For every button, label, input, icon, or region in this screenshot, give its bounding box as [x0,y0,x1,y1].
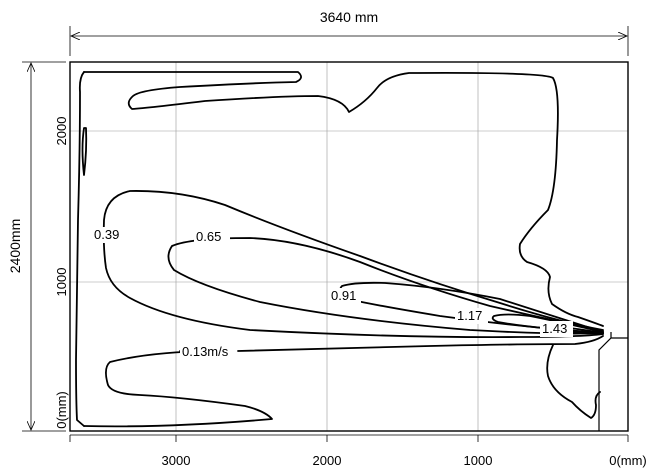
contour-0-13-jet [237,335,604,352]
y-tick-label: 0(mm) [54,391,69,429]
y-tick-label: 1000 [54,268,69,297]
contour-label: 0.39 [94,227,119,242]
height-label: 2400mm [7,219,23,273]
contour-label: 0.13m/s [182,344,229,359]
y-tick-label: 2000 [54,117,69,146]
width-dimension: 3640 mm [69,9,629,56]
contour-0-39 [102,190,604,339]
contour-label: 1.43 [542,321,567,336]
contour-label: 1.17 [457,308,482,323]
contour-label: 0.65 [196,229,221,244]
contour-bottom-right-lobe [546,344,601,419]
inlet-geometry [598,332,628,431]
y-axis: 2000 1000 0(mm) [54,117,69,429]
grid [70,62,628,431]
x-tick-label: 3000 [162,453,191,468]
contour-top-left-loop [75,71,85,427]
contour-0-13-lower [83,350,273,428]
contour-label: 0.91 [331,288,356,303]
contour-1-17 [491,313,604,334]
x-tick-label: 1000 [464,453,493,468]
x-axis: 3000 2000 1000 0(mm) [69,434,647,468]
contour-left-sliver [81,127,88,176]
room-outline [69,61,629,432]
x-tick-label: 0(mm) [609,453,647,468]
height-dimension: 2400mm [7,61,66,432]
width-label: 3640 mm [320,9,378,25]
x-tick-label: 2000 [313,453,342,468]
contour-0-65 [167,237,604,335]
contour-0-13-outer [83,71,604,327]
